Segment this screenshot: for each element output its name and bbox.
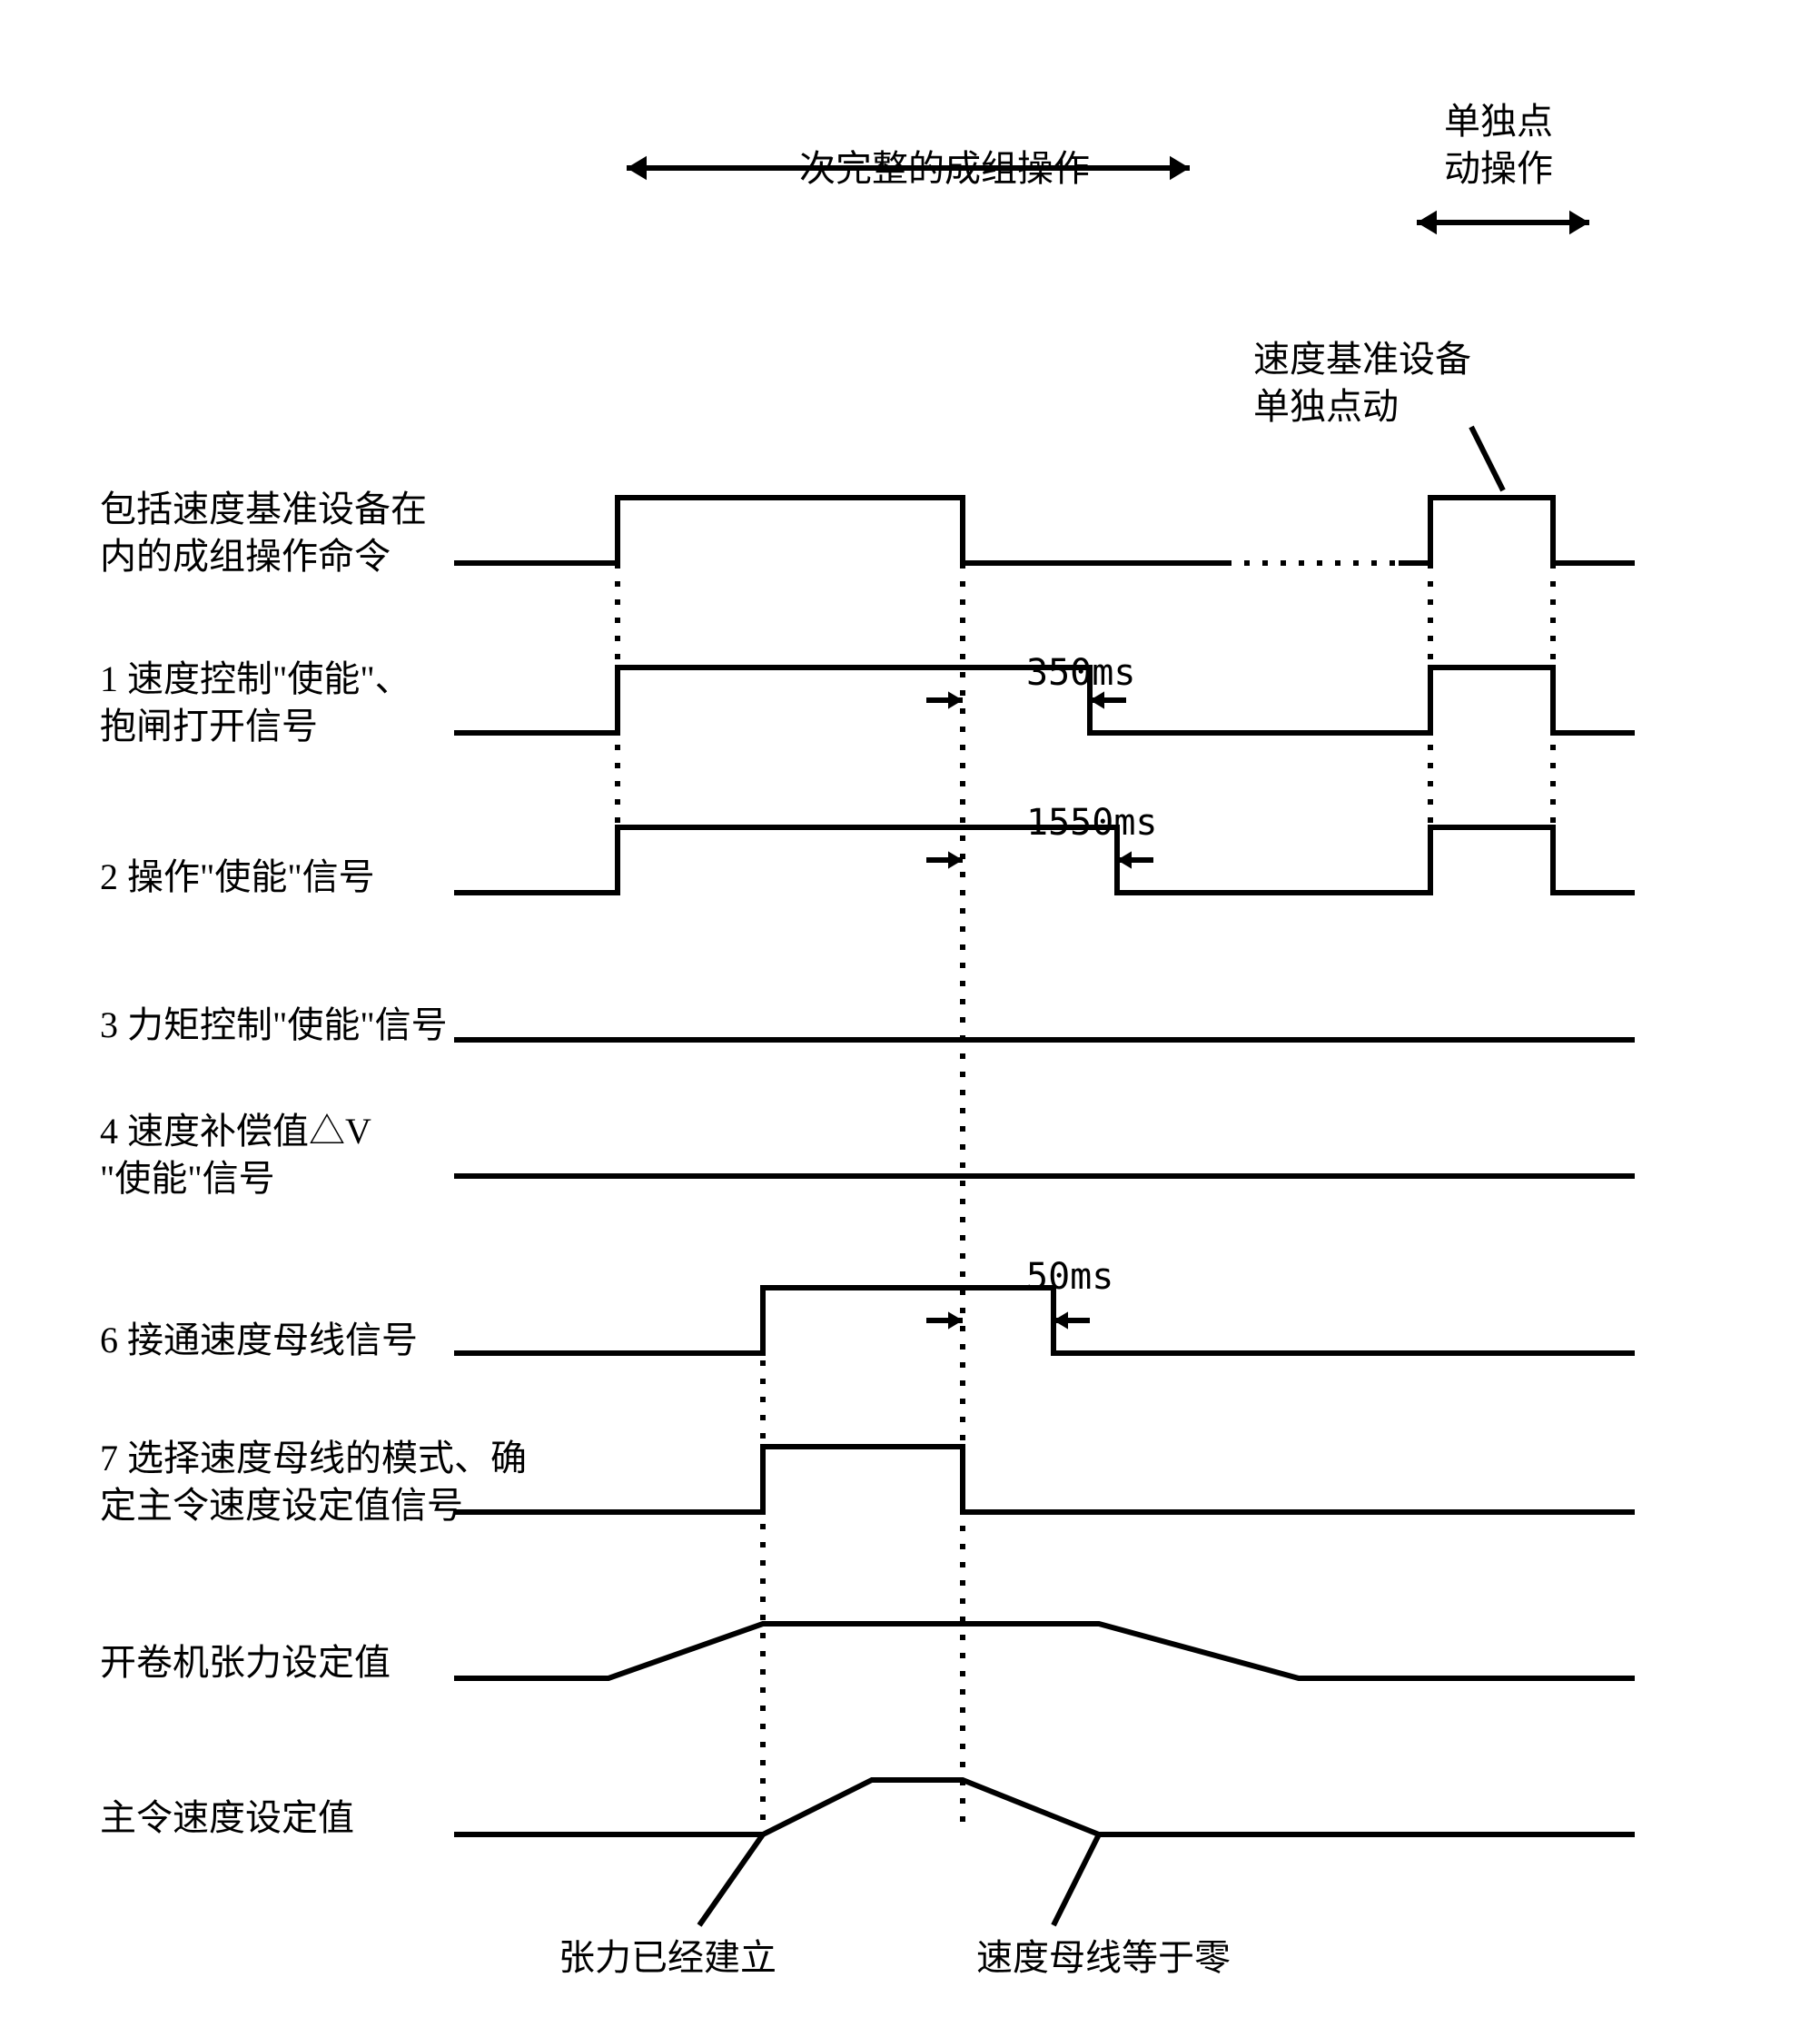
timing-diagram-svg <box>0 0 1820 2027</box>
diagram-root: 一次完整的成组操作 单独点 动操作 速度基准设备 单独点动 包括速度基准设备在 … <box>0 0 1820 2027</box>
